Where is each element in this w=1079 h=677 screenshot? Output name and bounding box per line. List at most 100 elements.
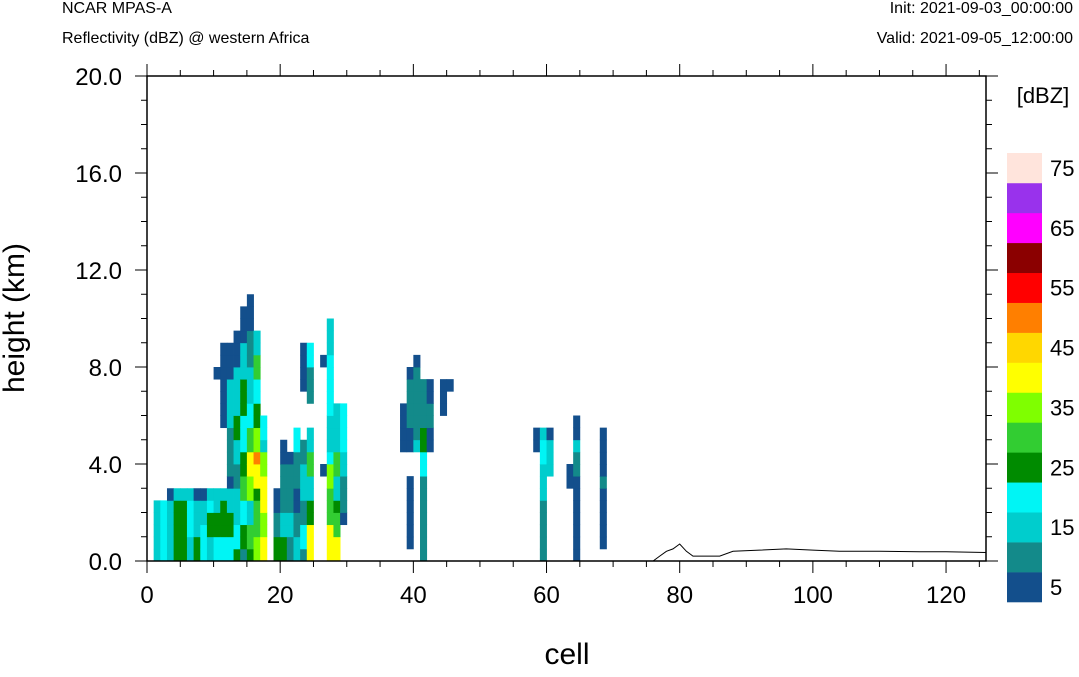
heatmap-cell	[420, 500, 428, 513]
x-tick-label: 20	[267, 582, 294, 609]
heatmap-cell	[413, 391, 421, 404]
heatmap-cell	[206, 500, 214, 513]
heatmap-cell	[173, 548, 181, 562]
heatmap-cell	[226, 403, 234, 416]
heatmap-cell	[253, 488, 261, 501]
heatmap-cell	[413, 427, 421, 441]
heatmap-cell	[253, 464, 261, 477]
heatmap-cell	[233, 415, 241, 429]
heatmap-cell	[240, 451, 248, 465]
heatmap-cell	[220, 524, 228, 538]
heatmap-cell	[240, 500, 248, 513]
heatmap-cell	[306, 379, 314, 392]
heatmap-cell	[233, 427, 241, 441]
heatmap-cell	[246, 451, 254, 465]
heatmap-cell	[193, 548, 201, 562]
heatmap-cell	[246, 403, 254, 416]
heatmap-cell	[240, 330, 248, 344]
heatmap-cell	[220, 548, 228, 562]
heatmap-cell	[599, 512, 607, 526]
colorbar-label: 65	[1050, 216, 1074, 241]
heatmap-cell	[333, 536, 341, 550]
heatmap-cell	[286, 476, 294, 489]
heatmap-cell	[220, 379, 228, 392]
heatmap-cell	[280, 439, 288, 453]
heatmap-cell	[426, 391, 434, 404]
heatmap-cell	[186, 512, 195, 526]
heatmap-cell	[326, 512, 334, 526]
heatmap-cell	[273, 524, 281, 538]
heatmap-cell	[253, 330, 261, 344]
heatmap-cell	[300, 379, 308, 392]
heatmap-cell	[333, 403, 341, 416]
heatmap-cell	[173, 536, 181, 550]
heatmap-cell	[413, 403, 421, 416]
heatmap-cell	[306, 524, 314, 538]
heatmap-cell	[240, 476, 248, 489]
heatmap-cell	[286, 464, 294, 477]
heatmap-cell	[246, 548, 254, 562]
heatmap-cell	[246, 330, 254, 344]
x-tick-label: 100	[793, 582, 833, 609]
heatmap-cell	[300, 512, 308, 526]
heatmap-cell	[220, 403, 228, 416]
heatmap-cell	[206, 536, 214, 550]
field-title: Reflectivity (dBZ) @ western Africa	[62, 30, 310, 47]
heatmap-cell	[293, 427, 301, 441]
heatmap-cell	[260, 415, 268, 429]
heatmap-cell	[240, 342, 248, 356]
heatmap-cell	[326, 464, 334, 477]
heatmap-cell	[273, 548, 281, 562]
heatmap-cell	[206, 548, 214, 562]
heatmap-cell	[226, 439, 234, 453]
colorbar-title: [dBZ]	[1017, 83, 1070, 108]
heatmap-cell	[193, 488, 201, 501]
heatmap-cell	[566, 464, 574, 477]
heatmap-cell	[406, 403, 414, 416]
colorbar-swatch	[1007, 392, 1042, 423]
heatmap-cell	[406, 427, 414, 441]
heatmap-cell	[226, 451, 234, 465]
init-time: Init: 2021-09-03_00:00:00	[889, 0, 1073, 17]
heatmap-cell	[539, 439, 547, 453]
colorbar-swatch	[1007, 182, 1042, 214]
heatmap-cell	[166, 536, 175, 550]
heatmap-cell	[406, 379, 414, 392]
heatmap-cell	[413, 379, 421, 392]
y-tick-label: 12.0	[75, 258, 122, 285]
heatmap-cell	[573, 439, 581, 453]
heatmap-cell	[293, 536, 301, 550]
heatmap-cell	[246, 476, 254, 489]
heatmap-cell	[213, 488, 221, 501]
heatmap-cell	[406, 367, 414, 380]
heatmap-cell	[293, 524, 301, 538]
heatmap-cell	[326, 439, 334, 453]
heatmap-cell	[253, 391, 261, 404]
heatmap-cell	[233, 354, 241, 368]
colorbar-label: 35	[1050, 395, 1074, 420]
heatmap-cell	[233, 367, 241, 380]
heatmap-cell	[326, 548, 334, 562]
heatmap-cell	[233, 330, 241, 344]
heatmap-cell	[306, 367, 314, 380]
heatmap-cell	[406, 500, 414, 513]
heatmap-cell	[293, 512, 301, 526]
heatmap-cell	[340, 439, 348, 453]
heatmap-cell	[573, 415, 581, 429]
heatmap-cell	[226, 536, 234, 550]
heatmap-cell	[233, 536, 241, 550]
heatmap-cell	[326, 318, 334, 332]
heatmap-cell	[233, 403, 241, 416]
colorbar-label: 5	[1050, 575, 1062, 600]
heatmap-cell	[193, 524, 201, 538]
heatmap-cell	[326, 451, 334, 465]
heatmap-cell	[160, 512, 168, 526]
heatmap-cell	[599, 476, 607, 489]
heatmap-cell	[166, 524, 175, 538]
heatmap-cell	[253, 548, 261, 562]
heatmap-cell	[300, 548, 308, 562]
colorbar-swatch	[1007, 572, 1042, 603]
heatmap-cell	[260, 451, 268, 465]
heatmap-cell	[300, 451, 308, 465]
heatmap-cell	[293, 464, 301, 477]
